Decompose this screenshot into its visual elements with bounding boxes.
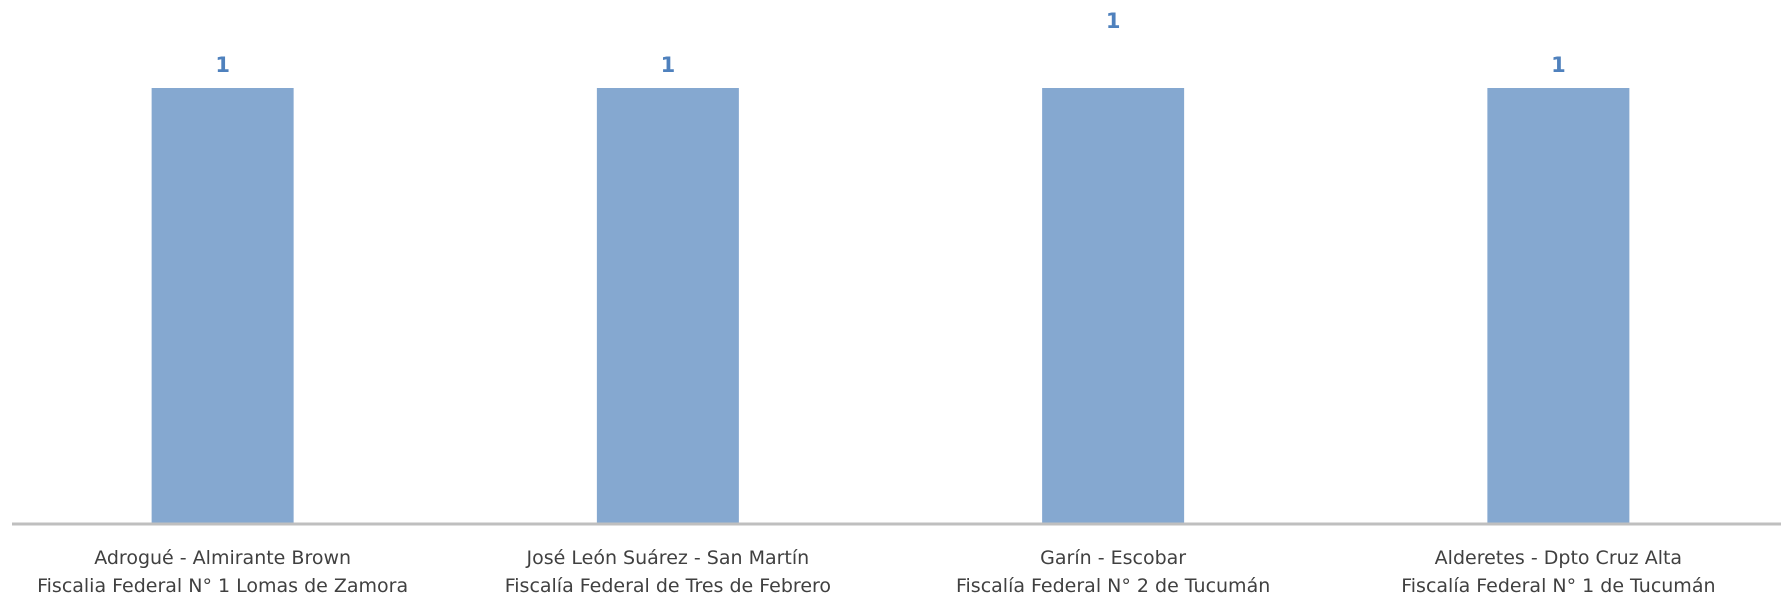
bar-2 <box>596 88 739 524</box>
bar-4 <box>1487 88 1630 524</box>
category-label-1-line-2: Fiscalia Federal N° 1 Lomas de Zamora <box>37 575 408 597</box>
category-label-2-line-2: Fiscalía Federal de Tres de Febrero <box>505 575 831 597</box>
data-label-2: 1 <box>661 53 676 77</box>
category-label-3-line-1: Garín - Escobar <box>1040 547 1186 569</box>
data-label-1: 1 <box>215 53 230 77</box>
category-label-1-line-1: Adrogué - Almirante Brown <box>94 547 351 569</box>
category-label-4-line-2: Fiscalía Federal N° 1 de Tucumán <box>1401 575 1715 597</box>
bars-group <box>151 88 1630 524</box>
category-labels-group: Adrogué - Almirante Brown Fiscalia Federa… <box>37 547 1715 597</box>
category-label-4-line-1: Alderetes - Dpto Cruz Alta <box>1435 547 1682 569</box>
category-label-2-line-1: José León Suárez - San Martín <box>526 547 810 569</box>
data-labels-group: 1 1 1 1 <box>215 9 1565 77</box>
data-label-4: 1 <box>1551 53 1566 77</box>
data-label-3: 1 <box>1106 9 1121 33</box>
category-label-3-line-2: Fiscalía Federal N° 2 de Tucumán <box>956 575 1270 597</box>
bar-1 <box>151 88 294 524</box>
bar-3 <box>1042 88 1185 524</box>
